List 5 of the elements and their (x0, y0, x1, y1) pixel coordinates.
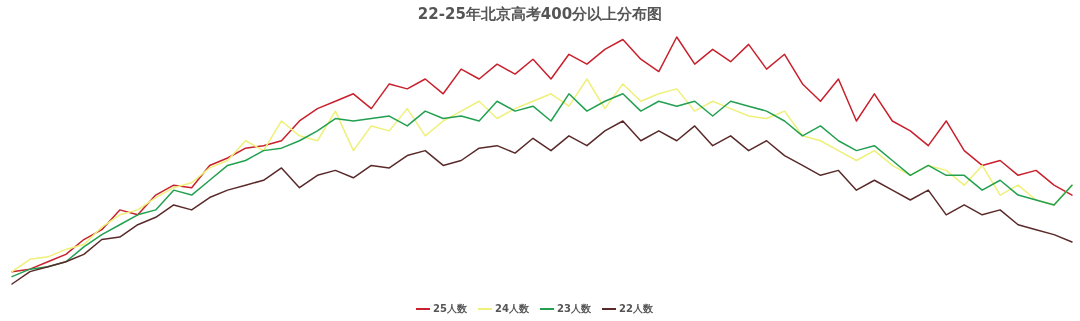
legend-label: 25人数 (433, 303, 468, 314)
legend-label: 23人数 (557, 303, 592, 314)
legend-label: 24人数 (495, 303, 530, 314)
legend-label: 22人数 (619, 303, 654, 314)
chart-title: 22-25年北京高考400分以上分布图 (417, 5, 663, 23)
